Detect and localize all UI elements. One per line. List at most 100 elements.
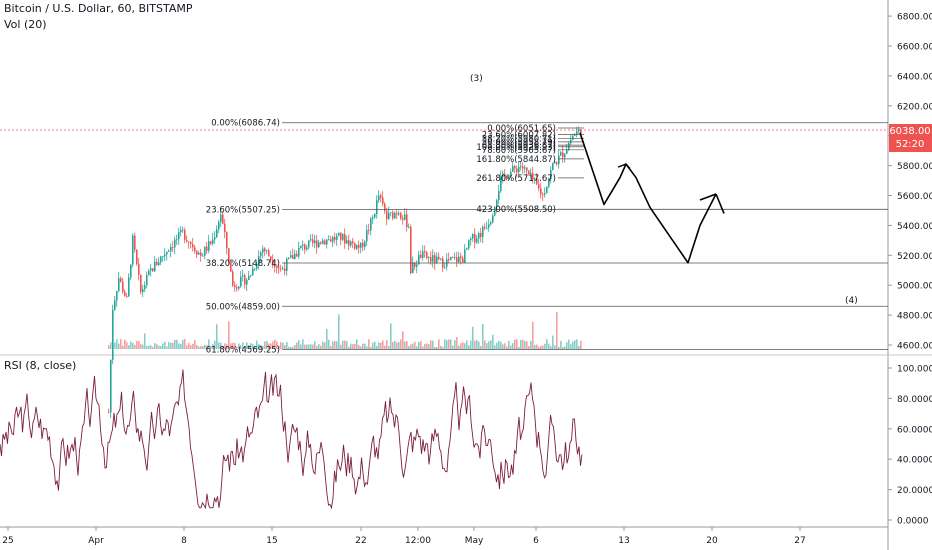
volume-bar bbox=[428, 344, 430, 349]
candle-body bbox=[516, 168, 518, 173]
candle-body bbox=[270, 256, 272, 260]
candle-body bbox=[274, 265, 276, 268]
fib-level-label: 23.60%(5507.25) bbox=[206, 205, 280, 215]
fib-ext-label: 78.60%(5905.67) bbox=[482, 146, 556, 156]
candle-body bbox=[168, 251, 170, 252]
candle-body bbox=[342, 234, 344, 240]
volume-bar bbox=[504, 343, 506, 349]
candle-body bbox=[182, 229, 184, 231]
volume-bar bbox=[416, 346, 418, 349]
volume-bar bbox=[314, 341, 316, 349]
volume-bar bbox=[228, 321, 230, 349]
candle-body bbox=[114, 300, 116, 310]
candle-body bbox=[458, 256, 460, 263]
candle-body bbox=[124, 291, 126, 297]
candle-body bbox=[498, 191, 500, 201]
volume-bar bbox=[300, 344, 302, 349]
candle-body bbox=[248, 275, 250, 281]
volume-bar bbox=[352, 344, 354, 349]
volume-bar bbox=[218, 342, 220, 349]
candle-body bbox=[548, 178, 550, 187]
volume-bar bbox=[194, 339, 196, 349]
volume-bar bbox=[310, 344, 312, 349]
volume-bar bbox=[308, 344, 310, 349]
volume-bar bbox=[292, 346, 294, 349]
volume-bar bbox=[452, 345, 454, 349]
candle-body bbox=[576, 131, 578, 135]
candle-body bbox=[132, 235, 134, 265]
volume-bar bbox=[322, 341, 324, 349]
candle-body bbox=[508, 176, 510, 180]
volume-bar bbox=[190, 345, 192, 349]
volume-bar bbox=[576, 339, 578, 349]
candle-body bbox=[460, 256, 462, 259]
candle-body bbox=[308, 240, 310, 248]
candle-body bbox=[538, 184, 540, 189]
volume-bar bbox=[494, 345, 496, 349]
volume-bar bbox=[198, 346, 200, 349]
candle-body bbox=[256, 264, 258, 269]
volume-bar bbox=[356, 339, 358, 349]
candle-body bbox=[292, 255, 294, 259]
candle-body bbox=[240, 276, 242, 287]
volume-bar bbox=[346, 341, 348, 349]
time-tick-label: 20 bbox=[706, 536, 718, 546]
volume-bar bbox=[436, 346, 438, 349]
candle-body bbox=[466, 248, 468, 250]
candle-body bbox=[214, 237, 216, 240]
volume-bar bbox=[224, 343, 226, 349]
volume-bar bbox=[214, 340, 216, 349]
volume-bar bbox=[466, 340, 468, 349]
candle-body bbox=[504, 173, 506, 177]
volume-bar bbox=[348, 346, 350, 349]
volume-bar bbox=[298, 339, 300, 349]
price-tick-label: 6400.00 bbox=[897, 72, 932, 82]
price-tick-label: 4600.00 bbox=[897, 342, 932, 352]
volume-bar bbox=[520, 339, 522, 349]
volume-bar bbox=[488, 341, 490, 349]
volume-bar bbox=[266, 340, 268, 349]
candle-body bbox=[194, 247, 196, 252]
volume-bar bbox=[152, 346, 154, 349]
candle-body bbox=[306, 247, 308, 250]
volume-bar bbox=[306, 344, 308, 349]
candle-body bbox=[322, 240, 324, 244]
price-tick-label: 6800.00 bbox=[897, 13, 932, 23]
time-tick-label: 25 bbox=[2, 536, 13, 546]
volume-bar bbox=[532, 321, 534, 349]
volume-bar bbox=[394, 340, 396, 349]
fib-level-label: 38.20%(5148.74) bbox=[206, 259, 280, 269]
candle-body bbox=[204, 246, 206, 256]
volume-bar bbox=[396, 342, 398, 349]
candle-body bbox=[526, 167, 528, 171]
candle-body bbox=[260, 252, 262, 257]
candle-body bbox=[136, 249, 138, 264]
candle-body bbox=[350, 241, 352, 246]
rsi-line bbox=[0, 369, 583, 510]
candlestick-series bbox=[108, 126, 582, 419]
volume-bar bbox=[544, 343, 546, 349]
volume-bar bbox=[456, 337, 458, 349]
candle-body bbox=[130, 264, 132, 278]
volume-bar bbox=[134, 344, 136, 349]
volume-bar bbox=[382, 340, 384, 349]
candle-body bbox=[334, 237, 336, 240]
candle-body bbox=[574, 134, 576, 136]
candle-body bbox=[302, 244, 304, 246]
volume-bar bbox=[146, 345, 148, 349]
volume-bar bbox=[156, 344, 158, 349]
volume-bar bbox=[240, 346, 242, 349]
candle-body bbox=[438, 256, 440, 260]
candle-body bbox=[494, 207, 496, 216]
candle-body bbox=[222, 214, 224, 224]
volume-bar bbox=[560, 340, 562, 349]
candle-body bbox=[432, 255, 434, 262]
volume-bar bbox=[554, 345, 556, 349]
volume-bar bbox=[562, 346, 564, 349]
volume-bar bbox=[388, 346, 390, 349]
volume-bar bbox=[470, 340, 472, 349]
candle-body bbox=[216, 229, 218, 238]
rsi-tick-label: 100.0000 bbox=[897, 365, 932, 375]
volume-bar bbox=[164, 341, 166, 349]
